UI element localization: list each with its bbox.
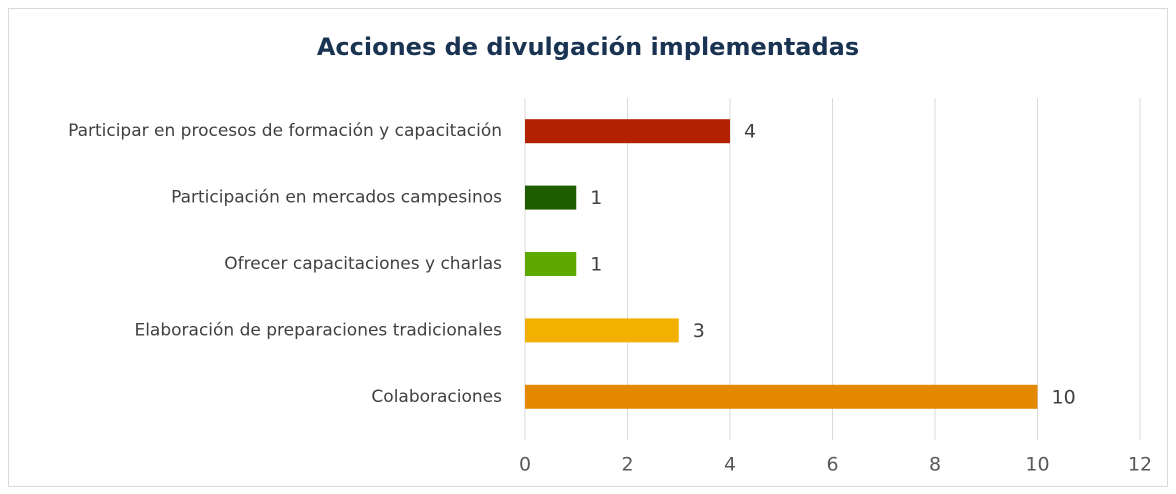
y-tick-label: Participación en mercados campesinos <box>171 188 502 208</box>
x-tick-label: 4 <box>724 454 736 476</box>
bar <box>525 384 1038 409</box>
x-tick-label: 10 <box>1025 454 1049 476</box>
data-label: 10 <box>1052 386 1076 408</box>
bar <box>525 318 679 343</box>
data-label: 4 <box>744 121 756 143</box>
bar <box>525 252 577 276</box>
x-tick-label: 12 <box>1128 454 1152 476</box>
x-tick-label: 0 <box>519 454 531 476</box>
y-tick-label: Ofrecer capacitaciones y charlas <box>224 254 502 274</box>
chart-border <box>8 8 1168 487</box>
x-tick-label: 6 <box>826 454 838 476</box>
bar <box>525 119 730 144</box>
y-tick-label: Colaboraciones <box>371 387 502 407</box>
y-tick-label: Participar en procesos de formación y ca… <box>68 121 502 141</box>
x-tick-label: 8 <box>929 454 941 476</box>
chart-title: Acciones de divulgación implementadas <box>317 33 859 61</box>
data-label: 1 <box>590 187 602 209</box>
data-label: 1 <box>590 254 602 276</box>
data-label: 3 <box>693 320 705 342</box>
x-tick-label: 2 <box>621 454 633 476</box>
bar <box>525 185 577 210</box>
y-tick-label: Elaboración de preparaciones tradicional… <box>134 320 502 340</box>
